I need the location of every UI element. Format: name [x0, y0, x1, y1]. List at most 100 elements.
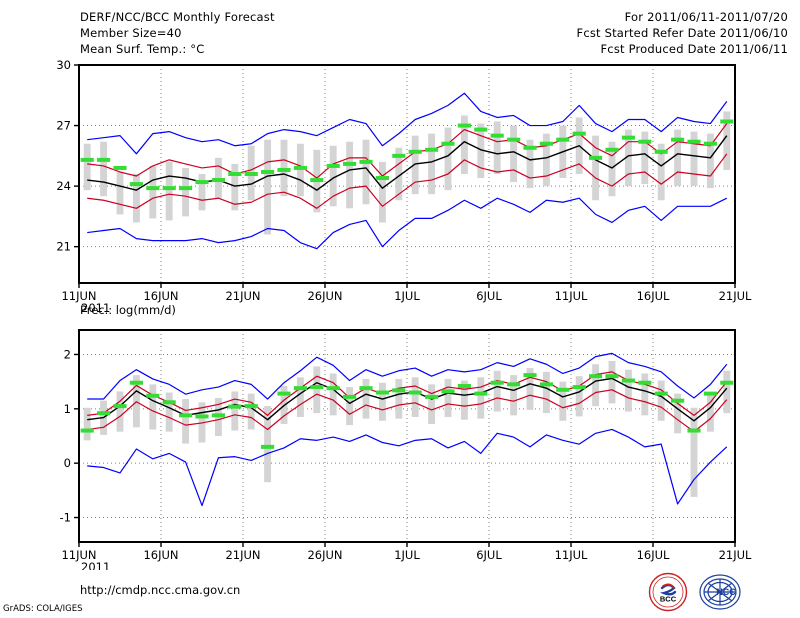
series-line-max	[87, 352, 728, 400]
ensemble-mean-marker	[474, 391, 488, 396]
ensemble-mean-marker	[556, 387, 570, 392]
y-tick-label: 24	[56, 179, 71, 193]
ensemble-mean-marker	[638, 139, 652, 144]
x-tick-label: 16JUN	[143, 548, 178, 562]
spread-bar	[346, 387, 354, 426]
temperature-panel: 21 24 27 30 11JUN 16JUN 21JUN 26JUN 1JUL 6JUL 11JU…	[56, 58, 752, 315]
ensemble-mean-marker	[621, 378, 635, 383]
spread-bar	[182, 167, 190, 217]
series-line-max	[87, 92, 728, 155]
ensemble-mean-marker	[343, 394, 357, 399]
ensemble-mean-marker	[621, 135, 635, 140]
bcc-logo-text: BCC	[660, 595, 677, 604]
spread-bar	[460, 115, 468, 174]
series-line-q25	[87, 389, 728, 433]
ensemble-mean-marker	[162, 186, 176, 191]
spread-bar	[116, 391, 124, 432]
ensemble-mean-marker	[589, 374, 603, 379]
forecast-produced-date-label: Fcst Produced Date 2011/06/11	[600, 42, 788, 56]
ensemble-mean-marker	[113, 404, 127, 409]
ensemble-mean-marker	[605, 147, 619, 152]
ensemble-mean-marker	[425, 147, 439, 152]
y-tick-label: 30	[56, 58, 71, 72]
member-size-label: Member Size=40	[80, 26, 182, 40]
series-line-median	[87, 135, 728, 191]
spread-bar	[493, 121, 501, 174]
ensemble-mean-marker	[97, 411, 111, 416]
x-tick-label: 1JUL	[394, 289, 420, 303]
ensemble-mean-marker	[539, 141, 553, 146]
spread-bar	[280, 139, 288, 197]
ensemble-mean-marker	[261, 444, 275, 449]
ensemble-mean-marker	[572, 385, 586, 390]
series-line-q25	[87, 153, 728, 209]
spread-bar	[149, 165, 157, 219]
ensemble-mean-marker	[490, 133, 504, 138]
ensemble-mean-marker	[671, 398, 685, 403]
ensemble-mean-marker	[703, 391, 717, 396]
ensemble-mean-marker	[228, 172, 242, 176]
ensemble-mean-marker	[671, 137, 685, 142]
ensemble-mean-marker	[392, 153, 406, 158]
chart-title: DERF/NCC/BCC Monthly Forecast	[80, 10, 275, 24]
spread-bar	[706, 133, 714, 189]
x-tick-label: 1JUL	[394, 548, 420, 562]
x-tick-label: 6JUL	[476, 548, 502, 562]
ensemble-mean-marker	[589, 155, 603, 160]
spread-bar	[526, 139, 534, 189]
series-line-median	[87, 377, 728, 422]
spread-bar	[165, 392, 173, 432]
x-tick-label: 6JUL	[476, 289, 502, 303]
ensemble-mean-marker	[441, 141, 455, 146]
spread-bar	[346, 141, 354, 209]
ensemble-mean-marker	[507, 137, 521, 142]
series-line-q75	[87, 371, 728, 416]
ncc-logo-text: NCC	[716, 587, 736, 597]
spread-bar	[264, 139, 272, 235]
spread-bar	[378, 382, 386, 421]
precipitation-axis-label: Prec.: log(mm/d)	[80, 303, 176, 317]
ensemble-mean-marker	[113, 165, 127, 170]
grads-credit: GrADS: COLA/IGES	[3, 604, 83, 614]
plot-frame	[78, 64, 736, 284]
x-tick-label: 11JUL	[555, 289, 588, 303]
ensemble-mean-marker	[146, 186, 160, 191]
x-axis-year-label: 2011	[81, 301, 110, 315]
ensemble-mean-marker	[162, 400, 176, 405]
plot-frame	[78, 329, 736, 543]
spread-bar	[460, 380, 468, 420]
spread-bar	[100, 141, 108, 197]
spread-bar	[329, 373, 337, 416]
ncc-logo-icon: NCC	[699, 574, 741, 610]
spread-bar	[198, 174, 206, 211]
spread-bar	[411, 377, 419, 417]
spread-bar	[444, 127, 452, 191]
spread-bar	[214, 157, 222, 199]
spread-bar	[493, 370, 501, 412]
series-line-q75	[87, 123, 728, 179]
x-tick-label: 26JUN	[307, 289, 342, 303]
spread-bar	[624, 129, 632, 187]
x-tick-label: 21JUL	[719, 289, 752, 303]
spread-bar	[329, 145, 337, 207]
ensemble-mean-marker	[179, 413, 193, 418]
ensemble-mean-marker	[261, 169, 275, 174]
series-line-min	[87, 428, 728, 507]
spread-bar	[132, 174, 140, 223]
spread-bar	[592, 135, 600, 201]
ensemble-mean-marker	[605, 374, 619, 379]
x-tick-label: 26JUN	[307, 548, 342, 562]
spread-bar	[657, 380, 665, 421]
y-tick-label: 0	[64, 456, 71, 470]
x-axis-year-label: 2011	[81, 560, 110, 570]
spread-bar	[182, 399, 190, 444]
spread-bar	[608, 360, 616, 404]
ensemble-mean-marker	[720, 380, 734, 385]
ensemble-mean-marker	[687, 428, 701, 433]
website-url[interactable]: http://cmdp.ncc.cma.gov.cn	[80, 583, 241, 597]
spread-bar	[378, 161, 386, 223]
ensemble-mean-marker	[720, 119, 734, 124]
ensemble-mean-marker	[457, 123, 471, 128]
ensemble-mean-marker	[572, 131, 586, 136]
y-tick-label: 1	[64, 402, 71, 416]
